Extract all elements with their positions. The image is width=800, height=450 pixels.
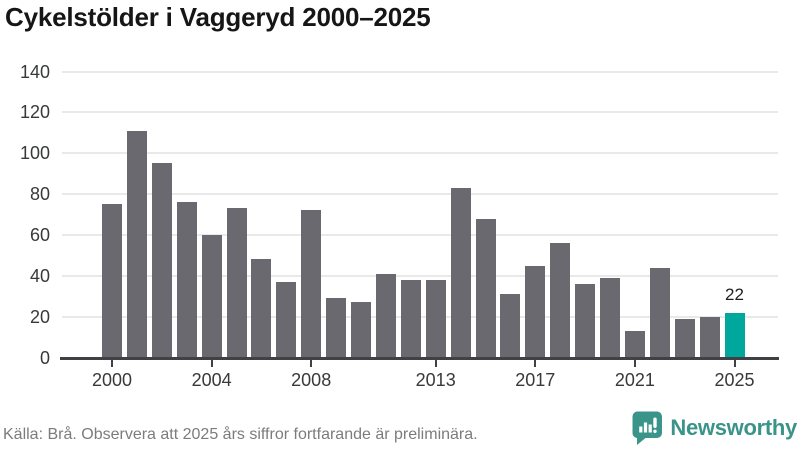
gridline-40 (62, 274, 778, 277)
y-tick-label: 40 (29, 265, 50, 286)
source-note: Källa: Brå. Observera att 2025 års siffr… (3, 426, 478, 443)
newsworthy-logo: Newsworthy (632, 410, 797, 446)
gridline-80 (62, 193, 778, 196)
bar-2002 (151, 163, 172, 358)
bar-2024 (699, 316, 720, 358)
x-tick-mark-2008 (310, 360, 313, 367)
x-tick-mark-2013 (434, 360, 437, 367)
y-tick-label: 140 (19, 61, 50, 82)
brand-wordmark: Newsworthy (670, 415, 797, 440)
x-tick-mark-2004 (210, 360, 213, 367)
bar-2014 (450, 187, 471, 358)
bar-2016 (500, 294, 521, 358)
x-tick-mark-2021 (633, 360, 636, 367)
x-tick-mark-2025 (733, 360, 736, 367)
bar-2008 (301, 210, 322, 358)
newsworthy-chart-bubble-icon (632, 411, 663, 445)
x-tick-label: 2013 (415, 369, 456, 390)
y-tick-label: 80 (29, 184, 50, 205)
x-tick-label: 2008 (291, 369, 332, 390)
bar-2022 (649, 267, 670, 358)
bar-2007 (276, 281, 297, 358)
gridline-140 (62, 70, 778, 73)
x-axis-line (60, 357, 779, 360)
bar-2004 (201, 234, 222, 358)
y-tick-label: 60 (29, 224, 50, 245)
bar-2006 (251, 259, 272, 358)
x-tick-label: 2004 (191, 369, 232, 390)
gridline-60 (62, 233, 778, 236)
x-tick-mark-2000 (111, 360, 113, 367)
gridline-100 (62, 152, 778, 155)
bar-2023 (674, 318, 695, 358)
x-tick-label: 2021 (614, 369, 655, 390)
bar-value-label: 22 (725, 284, 744, 304)
bar-2017 (525, 265, 546, 358)
bar-2009 (326, 298, 347, 358)
y-tick-label: 100 (19, 143, 50, 164)
x-tick-label: 2025 (714, 369, 755, 390)
bar-2015 (475, 218, 496, 358)
y-tick-label: 20 (29, 306, 50, 327)
bar-2013 (425, 279, 446, 358)
y-tick-label: 120 (19, 102, 50, 123)
bar-2011 (375, 273, 396, 358)
bar-2020 (600, 277, 620, 358)
bar-2018 (550, 243, 571, 358)
bar-2019 (575, 283, 596, 358)
bar-2010 (351, 302, 371, 358)
bar-2005 (226, 208, 247, 358)
gridline-120 (62, 111, 778, 114)
bar-2000 (102, 204, 122, 358)
x-tick-label: 2000 (91, 369, 133, 390)
y-tick-label: 0 (39, 347, 50, 368)
bar-2025 (724, 312, 745, 358)
plot-area: 0 20 40 60 80 100 120 140 22 2000 2004 2008 2013 2017… (19, 61, 779, 390)
x-tick-label: 2017 (515, 369, 556, 390)
bar-2021 (624, 330, 645, 358)
bar-2012 (400, 279, 421, 358)
x-tick-mark-2017 (534, 360, 537, 367)
chart-title: Cykelstölder i Vaggeryd 2000–2025 (5, 2, 431, 32)
bar-2003 (176, 202, 197, 358)
bar-2001 (126, 130, 147, 358)
